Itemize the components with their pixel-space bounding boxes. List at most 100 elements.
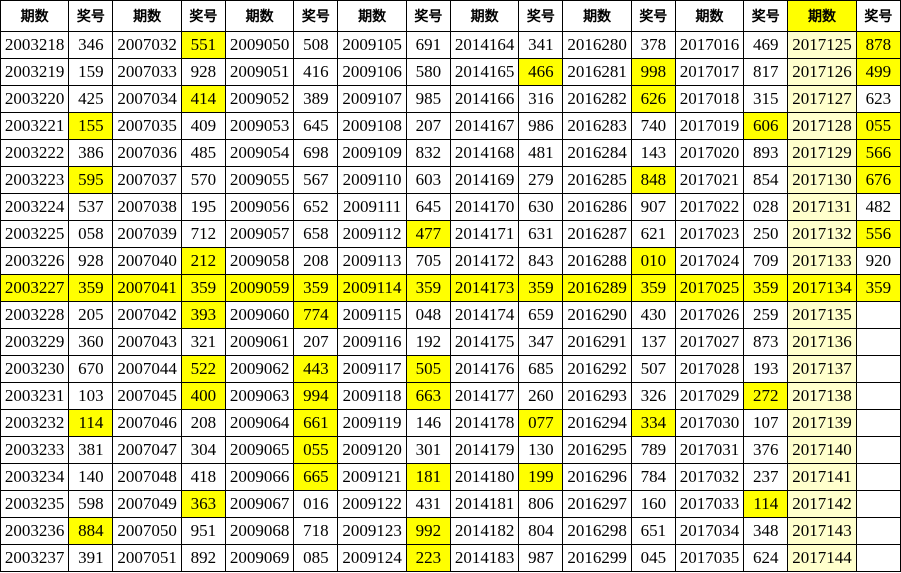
period-cell: 2003230 xyxy=(1,356,69,383)
period-cell: 2017141 xyxy=(788,464,856,491)
number-cell: 363 xyxy=(181,491,225,518)
number-cell: 304 xyxy=(181,437,225,464)
number-cell: 920 xyxy=(856,248,900,275)
period-cell: 2017028 xyxy=(675,356,743,383)
period-cell: 2017126 xyxy=(788,59,856,86)
period-cell: 2009116 xyxy=(338,329,406,356)
period-cell: 2009108 xyxy=(338,113,406,140)
period-cell: 2014174 xyxy=(450,302,518,329)
number-cell: 359 xyxy=(519,275,563,302)
period-cell: 2017024 xyxy=(675,248,743,275)
number-cell: 986 xyxy=(519,113,563,140)
number-cell: 077 xyxy=(519,410,563,437)
period-cell: 2017016 xyxy=(675,32,743,59)
number-cell: 155 xyxy=(69,113,113,140)
number-cell: 391 xyxy=(69,545,113,572)
lottery-table: 期数奖号期数奖号期数奖号期数奖号期数奖号期数奖号期数奖号期数奖号 2003218… xyxy=(0,0,901,572)
period-cell: 2016280 xyxy=(563,32,631,59)
period-cell: 2009120 xyxy=(338,437,406,464)
period-cell: 2003237 xyxy=(1,545,69,572)
number-cell: 146 xyxy=(406,410,450,437)
period-cell: 2009061 xyxy=(225,329,293,356)
number-cell: 114 xyxy=(744,491,788,518)
number-cell: 208 xyxy=(181,410,225,437)
number-cell: 603 xyxy=(406,167,450,194)
period-cell: 2016281 xyxy=(563,59,631,86)
period-cell: 2003233 xyxy=(1,437,69,464)
period-cell: 2017125 xyxy=(788,32,856,59)
number-cell: 208 xyxy=(294,248,338,275)
period-cell: 2003223 xyxy=(1,167,69,194)
period-cell: 2016285 xyxy=(563,167,631,194)
number-cell: 409 xyxy=(181,113,225,140)
number-cell: 630 xyxy=(519,194,563,221)
number-cell: 466 xyxy=(519,59,563,86)
number-cell: 346 xyxy=(69,32,113,59)
number-cell: 817 xyxy=(744,59,788,86)
period-cell: 2009121 xyxy=(338,464,406,491)
period-cell: 2017134 xyxy=(788,275,856,302)
period-cell: 2017144 xyxy=(788,545,856,572)
period-cell: 2003218 xyxy=(1,32,69,59)
period-cell: 2007050 xyxy=(113,518,181,545)
period-cell: 2016295 xyxy=(563,437,631,464)
number-cell: 709 xyxy=(744,248,788,275)
number-cell: 631 xyxy=(519,221,563,248)
period-cell: 2014170 xyxy=(450,194,518,221)
period-cell: 2017128 xyxy=(788,113,856,140)
period-cell: 2016290 xyxy=(563,302,631,329)
number-cell: 884 xyxy=(69,518,113,545)
period-cell: 2016298 xyxy=(563,518,631,545)
period-cell: 2003221 xyxy=(1,113,69,140)
number-cell: 892 xyxy=(181,545,225,572)
period-cell: 2007041 xyxy=(113,275,181,302)
period-cell: 2003235 xyxy=(1,491,69,518)
number-cell: 103 xyxy=(69,383,113,410)
number-cell: 160 xyxy=(631,491,675,518)
number-cell: 691 xyxy=(406,32,450,59)
number-cell: 386 xyxy=(69,140,113,167)
period-cell: 2017137 xyxy=(788,356,856,383)
number-cell: 425 xyxy=(69,86,113,113)
period-cell: 2007038 xyxy=(113,194,181,221)
period-cell: 2017020 xyxy=(675,140,743,167)
period-cell: 2007035 xyxy=(113,113,181,140)
number-cell: 676 xyxy=(856,167,900,194)
period-cell: 2016287 xyxy=(563,221,631,248)
number-cell: 315 xyxy=(744,86,788,113)
number-cell: 998 xyxy=(631,59,675,86)
number-cell: 567 xyxy=(294,167,338,194)
header-number: 奖号 xyxy=(406,1,450,32)
number-cell: 114 xyxy=(69,410,113,437)
number-cell: 443 xyxy=(294,356,338,383)
number-cell: 212 xyxy=(181,248,225,275)
period-cell: 2009113 xyxy=(338,248,406,275)
number-cell: 159 xyxy=(69,59,113,86)
period-cell: 2016293 xyxy=(563,383,631,410)
number-cell: 566 xyxy=(856,140,900,167)
period-cell: 2009111 xyxy=(338,194,406,221)
period-cell: 2007051 xyxy=(113,545,181,572)
number-cell: 316 xyxy=(519,86,563,113)
period-cell: 2003226 xyxy=(1,248,69,275)
period-cell: 2009056 xyxy=(225,194,293,221)
number-cell: 347 xyxy=(519,329,563,356)
period-cell: 2017030 xyxy=(675,410,743,437)
period-cell: 2017017 xyxy=(675,59,743,86)
period-cell: 2017022 xyxy=(675,194,743,221)
period-cell: 2016289 xyxy=(563,275,631,302)
number-cell: 505 xyxy=(406,356,450,383)
number-cell xyxy=(856,545,900,572)
header-period: 期数 xyxy=(788,1,856,32)
number-cell: 360 xyxy=(69,329,113,356)
period-cell: 2014182 xyxy=(450,518,518,545)
period-cell: 2007043 xyxy=(113,329,181,356)
period-cell: 2009109 xyxy=(338,140,406,167)
period-cell: 2009051 xyxy=(225,59,293,86)
period-cell: 2014183 xyxy=(450,545,518,572)
period-cell: 2009066 xyxy=(225,464,293,491)
number-cell: 659 xyxy=(519,302,563,329)
period-cell: 2009114 xyxy=(338,275,406,302)
number-cell: 499 xyxy=(856,59,900,86)
period-cell: 2009068 xyxy=(225,518,293,545)
